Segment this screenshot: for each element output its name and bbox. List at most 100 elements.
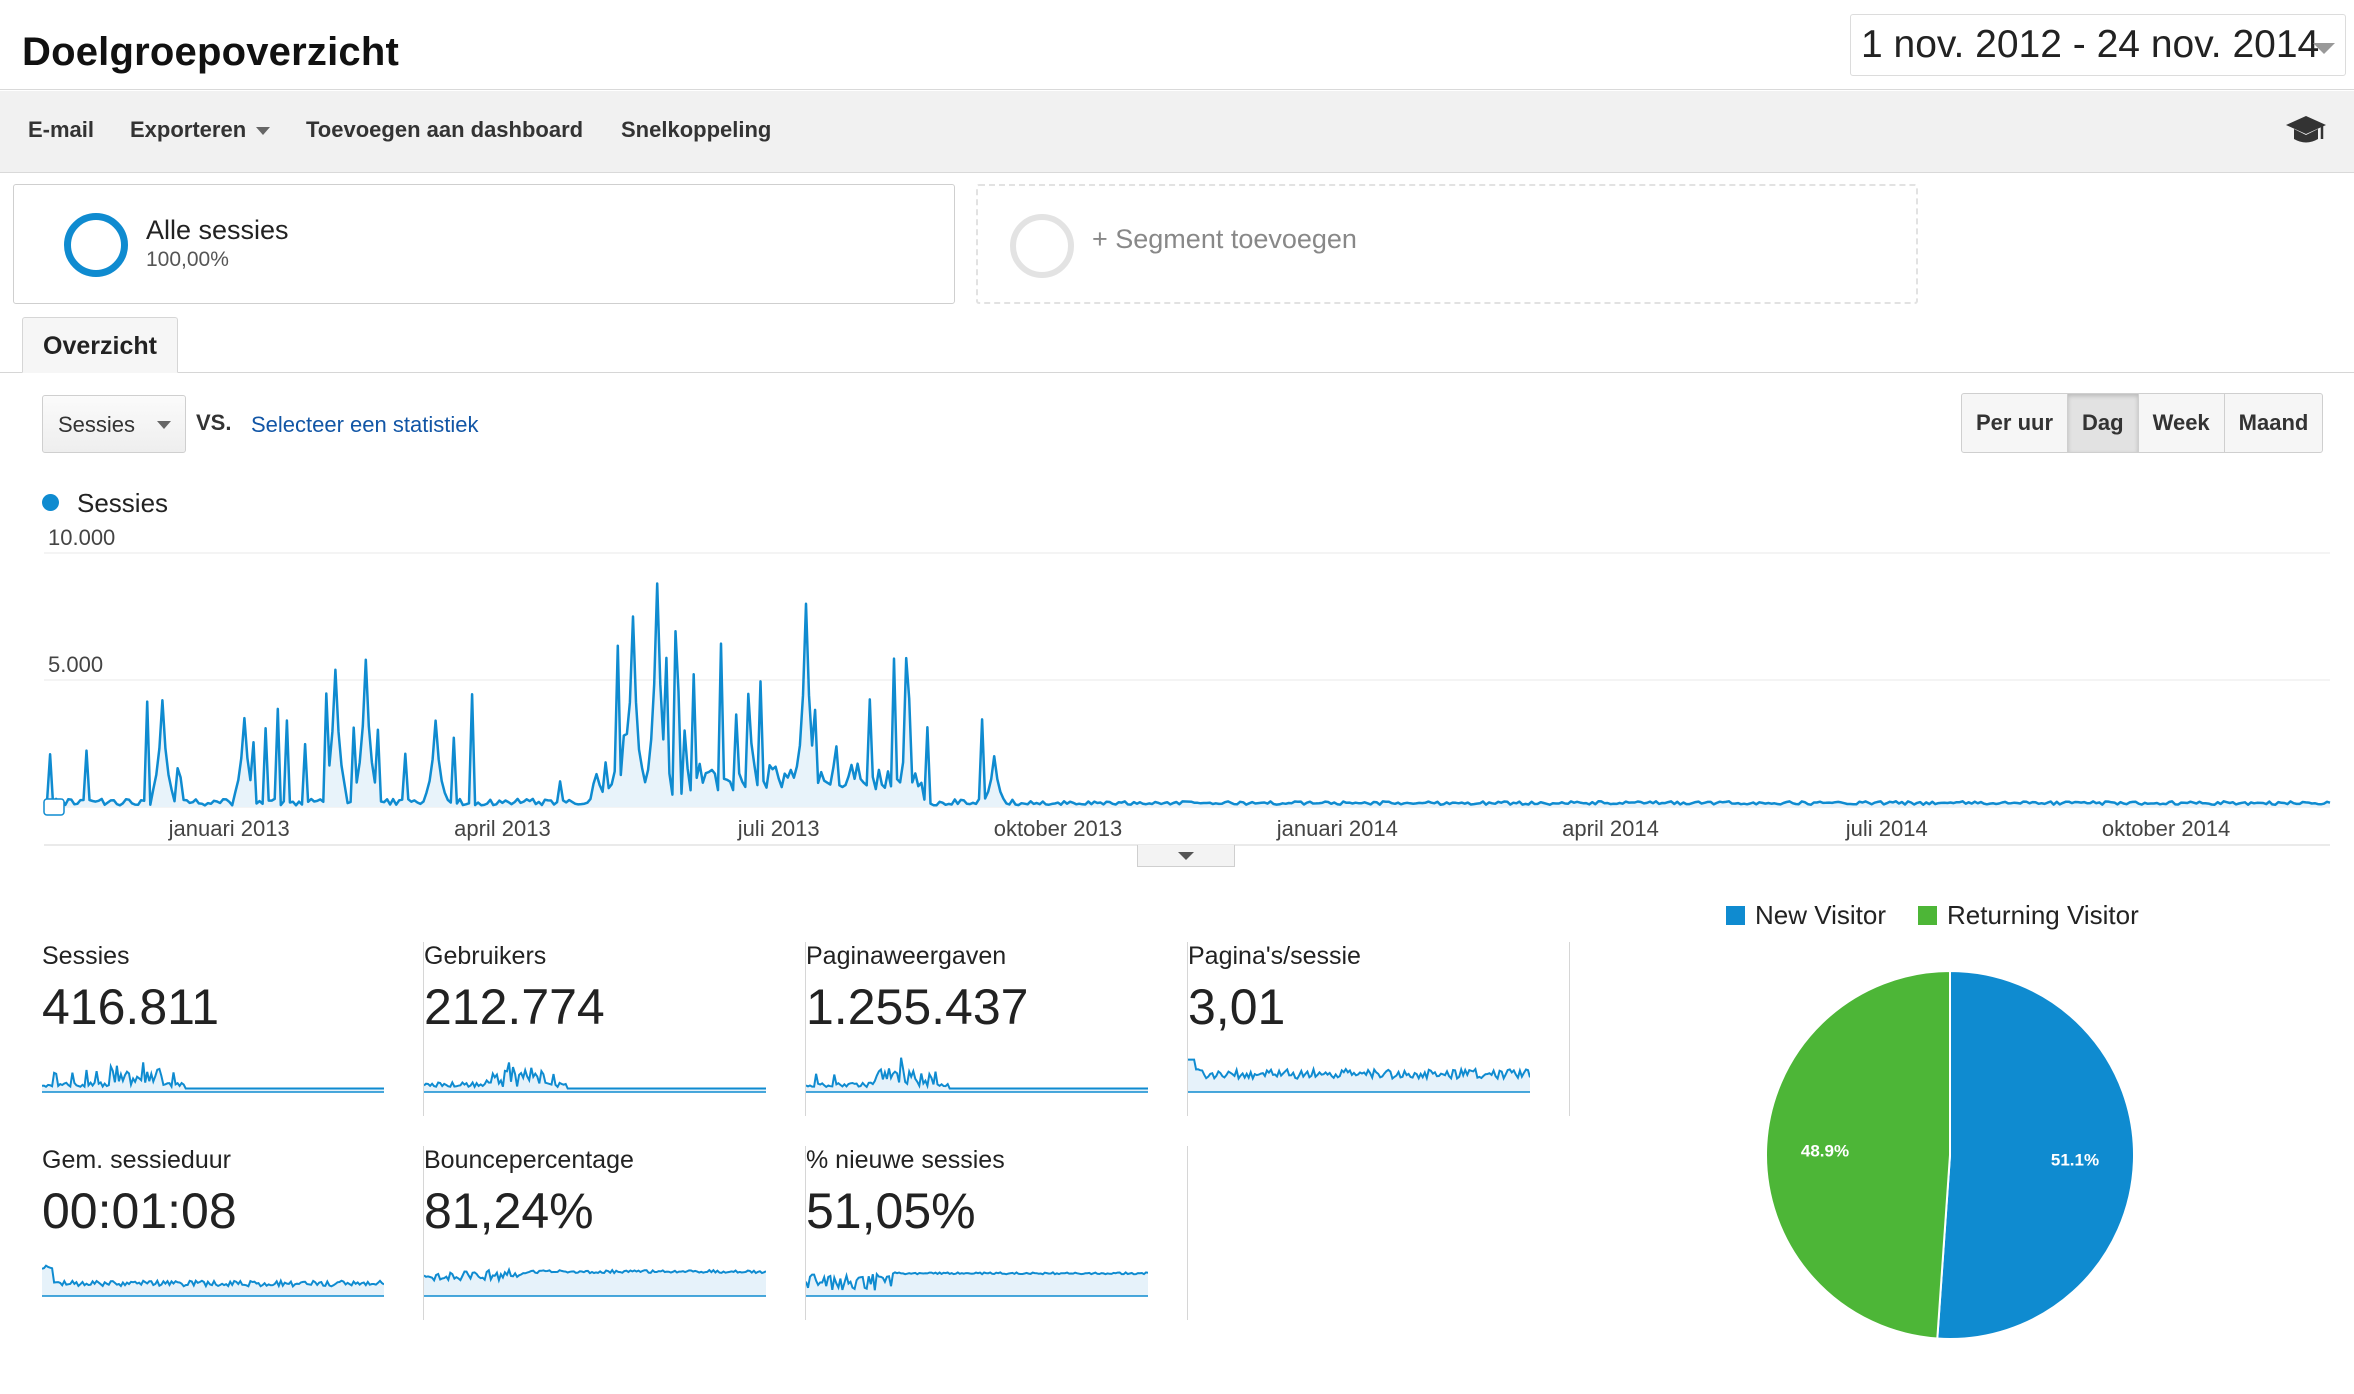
sparkline-area xyxy=(806,1057,1148,1092)
chevron-down-icon xyxy=(256,127,271,136)
stat-label: Bouncepercentage xyxy=(424,1146,634,1174)
stat-value: 416.811 xyxy=(42,979,220,1035)
y-tick-label: 10.000 xyxy=(48,525,115,550)
pie-slice-new-visitor[interactable] xyxy=(1936,969,2136,1340)
legend-swatch-icon xyxy=(1918,906,1937,925)
pie-slice-returning-visitor[interactable] xyxy=(1765,969,1951,1340)
x-tick-label: oktober 2014 xyxy=(2102,816,2230,841)
tab-overview[interactable]: Overzicht xyxy=(22,317,178,373)
granularity-week-button[interactable]: Week xyxy=(2139,394,2225,452)
stat-label: Gem. sessieduur xyxy=(42,1146,231,1174)
x-tick-label: januari 2013 xyxy=(168,816,290,841)
legend-series-name: Sessies xyxy=(77,488,169,518)
sparkline-area xyxy=(424,1269,766,1296)
visitor-type-pie-chart[interactable]: 51.1% 48.9% xyxy=(1760,965,2140,1345)
export-button[interactable]: Exporteren xyxy=(130,117,271,143)
stat-label: Gebruikers xyxy=(424,942,547,970)
add-segment-label: + Segment toevoegen xyxy=(1092,224,1357,254)
sparkline-area xyxy=(806,1272,1148,1296)
date-range-picker[interactable]: 1 nov. 2012 - 24 nov. 2014 xyxy=(1850,14,2346,76)
sparkline-area xyxy=(42,1062,384,1092)
x-tick-label: april 2013 xyxy=(454,816,551,841)
granularity-hour-button[interactable]: Per uur xyxy=(1962,394,2069,452)
graduation-cap-icon[interactable] xyxy=(2284,113,2328,149)
y-tick-label: 5.000 xyxy=(48,652,103,677)
page-title: Doelgroepoverzicht xyxy=(22,30,399,74)
legend-dot-icon xyxy=(42,494,59,511)
sparkline xyxy=(42,1264,384,1297)
pie-legend-returning-visitor: Returning Visitor xyxy=(1918,900,2139,931)
collapse-chart-button[interactable] xyxy=(1137,845,1235,867)
pie-slice-label: 51.1% xyxy=(2051,1150,2099,1169)
chevron-down-icon xyxy=(157,421,171,429)
sparkline xyxy=(806,1271,1148,1297)
sparkline-area xyxy=(1188,1059,1530,1092)
x-tick-label: april 2014 xyxy=(1562,816,1659,841)
email-button[interactable]: E-mail xyxy=(28,117,95,142)
segment-percent: 100,00% xyxy=(146,248,229,271)
stat-label: Pagina's/sessie xyxy=(1188,942,1361,970)
sparkline xyxy=(1188,1058,1530,1093)
stat-label: Sessies xyxy=(42,942,130,970)
sparkline-line xyxy=(1188,1058,1530,1082)
segment-name: Alle sessies xyxy=(146,215,289,245)
chevron-down-icon xyxy=(2313,43,2335,54)
x-tick-label: juli 2013 xyxy=(737,816,820,841)
sparkline-line xyxy=(806,1057,1148,1090)
chevron-down-icon xyxy=(1178,852,1194,860)
pie-legend-new-visitor: New Visitor xyxy=(1726,900,1886,931)
empty-segment-ring-icon xyxy=(1010,214,1074,278)
sparkline xyxy=(424,1266,766,1297)
stat-label: Paginaweergaven xyxy=(806,942,1007,970)
export-label: Exporteren xyxy=(130,117,247,142)
stat-value: 00:01:08 xyxy=(42,1183,237,1239)
series-area xyxy=(44,583,2330,807)
series-line xyxy=(43,582,2331,807)
tabs-divider xyxy=(0,372,2354,373)
stat-tile-sessions[interactable]: Sessies 416.811 xyxy=(42,942,424,1116)
legend-label: Returning Visitor xyxy=(1947,900,2139,930)
vs-label: VS. xyxy=(196,410,232,435)
stat-tile-avg-session-duration[interactable]: Gem. sessieduur 00:01:08 xyxy=(42,1146,424,1320)
segment-ring-icon xyxy=(64,213,128,277)
shortcut-button[interactable]: Snelkoppeling xyxy=(621,117,772,142)
metric-select-label: Sessies xyxy=(58,412,136,437)
stat-tile-pageviews[interactable]: Paginaweergaven 1.255.437 xyxy=(806,942,1188,1116)
add-segment-button[interactable]: + Segment toevoegen xyxy=(976,184,1918,304)
stat-tile-new-sessions-percent[interactable]: % nieuwe sessies 51,05% xyxy=(806,1146,1188,1320)
sparkline xyxy=(424,1062,766,1093)
x-tick-label: juli 2014 xyxy=(1845,816,1928,841)
stat-value: 51,05% xyxy=(806,1183,976,1239)
legend-swatch-icon xyxy=(1726,906,1745,925)
stat-value: 212.774 xyxy=(424,979,605,1035)
stat-value: 81,24% xyxy=(424,1183,594,1239)
legend-label: New Visitor xyxy=(1755,900,1887,930)
chart-legend: Sessies xyxy=(42,488,168,519)
stat-label: % nieuwe sessies xyxy=(806,1146,1005,1174)
pie-slice-label: 48.9% xyxy=(1801,1142,1849,1161)
page-header: Doelgroepoverzicht 1 nov. 2012 - 24 nov.… xyxy=(0,0,2354,90)
stat-tile-bounce-rate[interactable]: Bouncepercentage 81,24% xyxy=(424,1146,806,1320)
stat-tile-users[interactable]: Gebruikers 212.774 xyxy=(424,942,806,1116)
sparkline-line xyxy=(42,1264,384,1289)
x-tick-label: oktober 2013 xyxy=(994,816,1122,841)
stat-tile-pages-per-session[interactable]: Pagina's/sessie 3,01 xyxy=(1188,942,1570,1116)
sparkline xyxy=(806,1057,1148,1093)
select-statistic-link[interactable]: Selecteer een statistiek xyxy=(251,412,479,437)
report-toolbar: E-mail Exporteren Toevoegen aan dashboar… xyxy=(0,91,2354,173)
sessions-line-chart[interactable]: 10.000 5.000 januari 2013 april 2013 juli 20… xyxy=(0,520,2354,870)
granularity-month-button[interactable]: Maand xyxy=(2238,410,2309,435)
annotation-icon[interactable] xyxy=(43,798,65,816)
segment-all-sessions[interactable]: Alle sessies 100,00% xyxy=(13,184,955,304)
stat-value: 1.255.437 xyxy=(806,979,1029,1035)
date-range-label: 1 nov. 2012 - 24 nov. 2014 xyxy=(1861,23,2320,66)
sparkline-line xyxy=(424,1266,766,1284)
metric-select[interactable]: Sessies xyxy=(42,395,186,453)
add-to-dashboard-button[interactable]: Toevoegen aan dashboard xyxy=(306,117,584,142)
granularity-day-button[interactable]: Dag xyxy=(2068,394,2139,452)
sparkline-line xyxy=(42,1062,384,1090)
sparkline-line xyxy=(424,1062,766,1090)
sparkline-area xyxy=(42,1265,384,1296)
sparkline-line xyxy=(806,1271,1148,1291)
stat-value: 3,01 xyxy=(1188,979,1286,1035)
